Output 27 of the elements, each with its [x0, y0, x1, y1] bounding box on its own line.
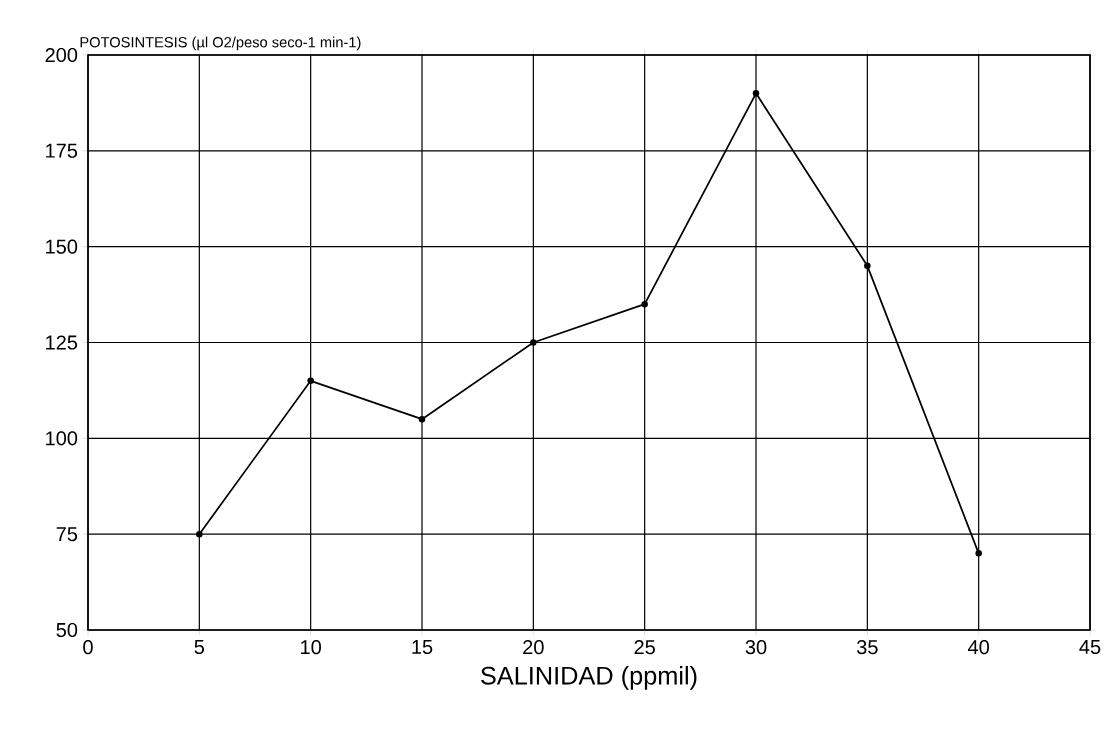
x-tick-label: 30 — [745, 640, 767, 655]
x-tick-label: 20 — [523, 640, 544, 655]
y-axis-title: POTOSINTESIS (µl O2/peso seco-1 min-1) — [80, 36, 361, 51]
x-tick-label: 5 — [194, 640, 205, 654]
point — [975, 550, 982, 557]
point — [307, 377, 314, 385]
y-tick-label: 150 — [46, 239, 78, 254]
point — [752, 90, 760, 97]
point — [418, 415, 426, 423]
x-tick-label: 0 — [83, 640, 93, 655]
x-tick-label: 45 — [1079, 640, 1101, 654]
point — [196, 530, 203, 538]
x-tick-label: 35 — [856, 640, 878, 655]
x-tick-label: 10 — [301, 640, 321, 655]
x-tick-label: 15 — [412, 640, 433, 654]
point — [864, 262, 871, 270]
x-axis-title: SALINIDAD (ppmil) — [481, 666, 697, 690]
point — [530, 339, 537, 346]
y-tick-label: 50 — [56, 622, 78, 638]
point — [641, 300, 648, 308]
x-tick-label: 40 — [968, 640, 989, 655]
y-tick-label: 100 — [46, 431, 78, 446]
y-tick-label: 175 — [46, 143, 78, 158]
y-tick-label: 125 — [46, 335, 78, 350]
y-tick-label: 75 — [56, 527, 78, 542]
x-tick-label: 25 — [634, 640, 655, 655]
y-tick-label: 200 — [45, 47, 78, 63]
